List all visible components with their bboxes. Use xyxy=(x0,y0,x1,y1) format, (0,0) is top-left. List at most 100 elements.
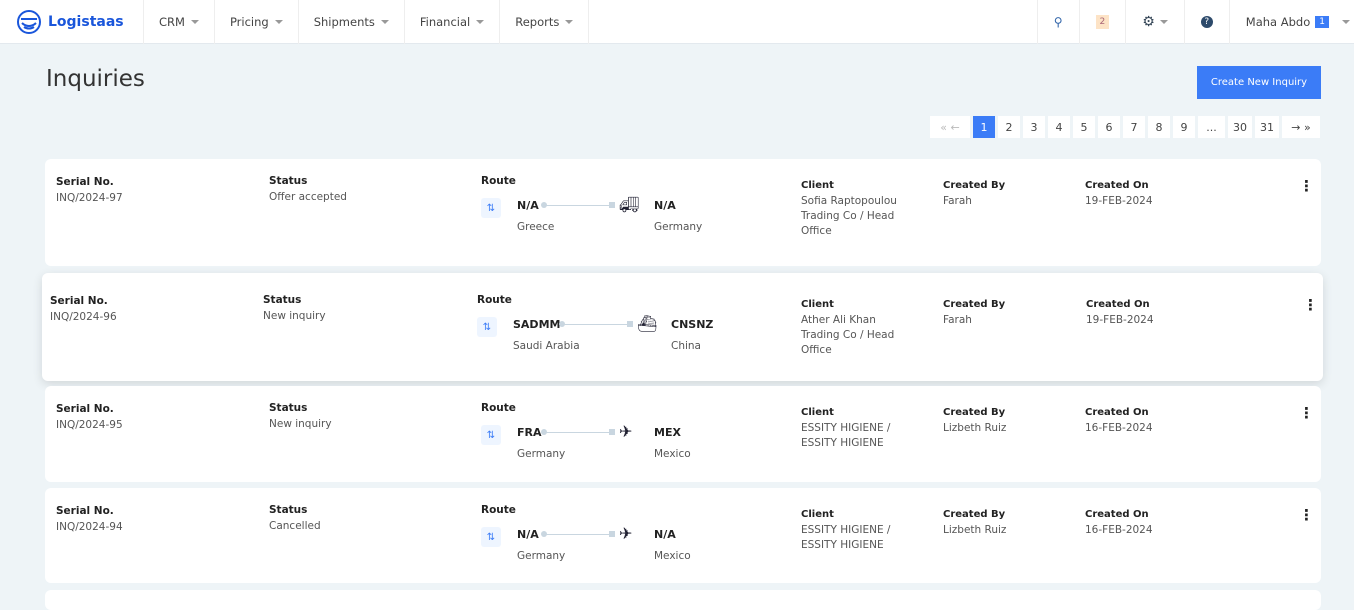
create-inquiry-button[interactable]: Create New Inquiry xyxy=(1197,66,1321,99)
nav-menu-label: Financial xyxy=(419,14,471,29)
client-value: ESSITY HIGIENE / ESSITY HIGIENE xyxy=(801,422,891,449)
created-by-value: Lizbeth Ruiz xyxy=(943,422,1007,434)
chevron-down-icon xyxy=(476,19,485,24)
page-button[interactable]: 4 xyxy=(1048,116,1070,138)
client-value: Ather Ali Khan Trading Co / Head Office xyxy=(801,314,895,356)
page-title: Inquiries xyxy=(46,66,145,92)
next-page-button[interactable]: → » xyxy=(1282,116,1320,138)
created-by-value: Farah xyxy=(943,195,972,207)
page-button[interactable]: 30 xyxy=(1228,116,1252,138)
user-name: Maha Abdo xyxy=(1245,14,1311,29)
route-label: Route xyxy=(477,294,512,306)
inquiry-card[interactable] xyxy=(45,590,1321,610)
route: Route ⇅ SADMM Saudi Arabia ⛴︎ CNSNZ Chin… xyxy=(477,294,777,352)
nav-menu-crm[interactable]: CRM xyxy=(144,0,215,44)
inquiry-card[interactable]: Serial No. INQ/2024-96 Status New inquiry … xyxy=(42,273,1323,381)
status-value: New inquiry xyxy=(263,310,326,322)
destination-code: N/A xyxy=(654,528,676,541)
origin-country: Saudi Arabia xyxy=(513,340,580,352)
inquiry-card[interactable]: Serial No. INQ/2024-95 Status New inquiry … xyxy=(45,386,1321,482)
client-label: Client xyxy=(801,509,834,520)
page-button[interactable]: 1 xyxy=(973,116,995,138)
page-button[interactable]: 7 xyxy=(1123,116,1145,138)
serial-label: Serial No. xyxy=(56,403,114,415)
route-start-dot xyxy=(541,202,547,208)
destination-country: China xyxy=(671,340,701,352)
pagination: « ← 1 2 3 4 5 6 7 8 9... 30 31 → » xyxy=(930,116,1320,138)
swap-route-icon: ⇅ xyxy=(481,527,501,547)
user-menu[interactable]: Maha Abdo 1 xyxy=(1228,0,1354,44)
inquiry-card[interactable]: Serial No. INQ/2024-94 Status Cancelled Ro… xyxy=(45,488,1321,583)
destination-code: N/A xyxy=(654,199,676,212)
help-button[interactable]: ? xyxy=(1183,0,1229,44)
created-on-value: 16-FEB-2024 xyxy=(1085,524,1153,536)
status-value: Cancelled xyxy=(269,520,321,532)
client-value: ESSITY HIGIENE / ESSITY HIGIENE xyxy=(801,524,891,551)
created-on-label: Created On xyxy=(1085,180,1149,191)
nav-menu-financial[interactable]: Financial xyxy=(405,0,501,44)
notification-badge: 2 xyxy=(1095,14,1110,29)
notifications-button[interactable]: 2 xyxy=(1078,0,1126,44)
nav-menu-label: Pricing xyxy=(229,14,269,29)
page-button[interactable]: 2 xyxy=(998,116,1020,138)
nav-menu-label: Shipments xyxy=(313,14,375,29)
serial-label: Serial No. xyxy=(50,295,108,307)
origin-code: N/A xyxy=(517,199,539,212)
created-on-value: 16-FEB-2024 xyxy=(1085,422,1153,434)
created-on-value: 19-FEB-2024 xyxy=(1085,195,1153,207)
status-label: Status xyxy=(269,402,308,414)
plane-icon: ✈︎ xyxy=(619,524,633,543)
route-line xyxy=(545,205,615,206)
prev-page-button[interactable]: « ← xyxy=(930,116,970,138)
chevron-down-icon xyxy=(380,19,389,24)
destination-code: MEX xyxy=(654,426,681,439)
created-by-label: Created By xyxy=(943,407,1006,418)
route-label: Route xyxy=(481,504,516,516)
page-button[interactable]: 8 xyxy=(1148,116,1170,138)
serial-number[interactable]: INQ/2024-97 xyxy=(56,192,123,204)
page-button[interactable]: 3 xyxy=(1023,116,1045,138)
route-end-marker xyxy=(609,429,615,435)
serial-number[interactable]: INQ/2024-95 xyxy=(56,419,123,431)
inquiry-card[interactable]: Serial No. INQ/2024-97 Status Offer accept… xyxy=(45,159,1321,266)
more-options-icon[interactable]: ⋮ xyxy=(1299,177,1314,195)
created-by-label: Created By xyxy=(943,509,1006,520)
page-button[interactable]: 9 xyxy=(1173,116,1195,138)
brand-logo[interactable]: Logistaas xyxy=(0,0,144,44)
route-line xyxy=(545,534,615,535)
nav-menu-reports[interactable]: Reports xyxy=(500,0,590,44)
serial-number[interactable]: INQ/2024-94 xyxy=(56,521,123,533)
chevron-down-icon xyxy=(1342,19,1350,24)
origin-country: Germany xyxy=(517,550,566,562)
created-on-value: 19-FEB-2024 xyxy=(1086,314,1154,326)
serial-number[interactable]: INQ/2024-96 xyxy=(50,311,117,323)
page-button[interactable]: 5 xyxy=(1073,116,1095,138)
route-line xyxy=(563,324,629,325)
page-button[interactable]: 31 xyxy=(1255,116,1279,138)
client-label: Client xyxy=(801,180,834,191)
more-options-icon[interactable]: ⋮ xyxy=(1299,404,1314,422)
origin-code: FRA xyxy=(517,426,542,439)
more-options-icon[interactable]: ⋮ xyxy=(1303,296,1318,314)
client-label: Client xyxy=(801,299,834,310)
nav-menu-pricing[interactable]: Pricing xyxy=(215,0,299,44)
ship-icon: ⛴︎ xyxy=(637,314,658,333)
route: Route ⇅ FRA Germany ✈︎ MEX Mexico xyxy=(481,402,781,460)
origin-code: SADMM xyxy=(513,318,561,331)
route-line xyxy=(545,432,615,433)
origin-country: Germany xyxy=(517,448,566,460)
settings-menu[interactable]: ⚙ xyxy=(1125,0,1184,44)
gear-icon: ⚙ xyxy=(1142,13,1155,30)
page-button[interactable]: 6 xyxy=(1098,116,1120,138)
route-label: Route xyxy=(481,402,516,414)
route-end-marker xyxy=(609,531,615,537)
route-start-dot xyxy=(559,321,565,327)
more-options-icon[interactable]: ⋮ xyxy=(1299,506,1314,524)
destination-code: CNSNZ xyxy=(671,318,714,331)
swap-route-icon: ⇅ xyxy=(481,425,501,445)
nav-menu-shipments[interactable]: Shipments xyxy=(299,0,405,44)
serial-label: Serial No. xyxy=(56,505,114,517)
status-label: Status xyxy=(269,175,308,187)
search-button[interactable]: ⚲ xyxy=(1036,0,1079,44)
swap-route-icon: ⇅ xyxy=(477,317,497,337)
